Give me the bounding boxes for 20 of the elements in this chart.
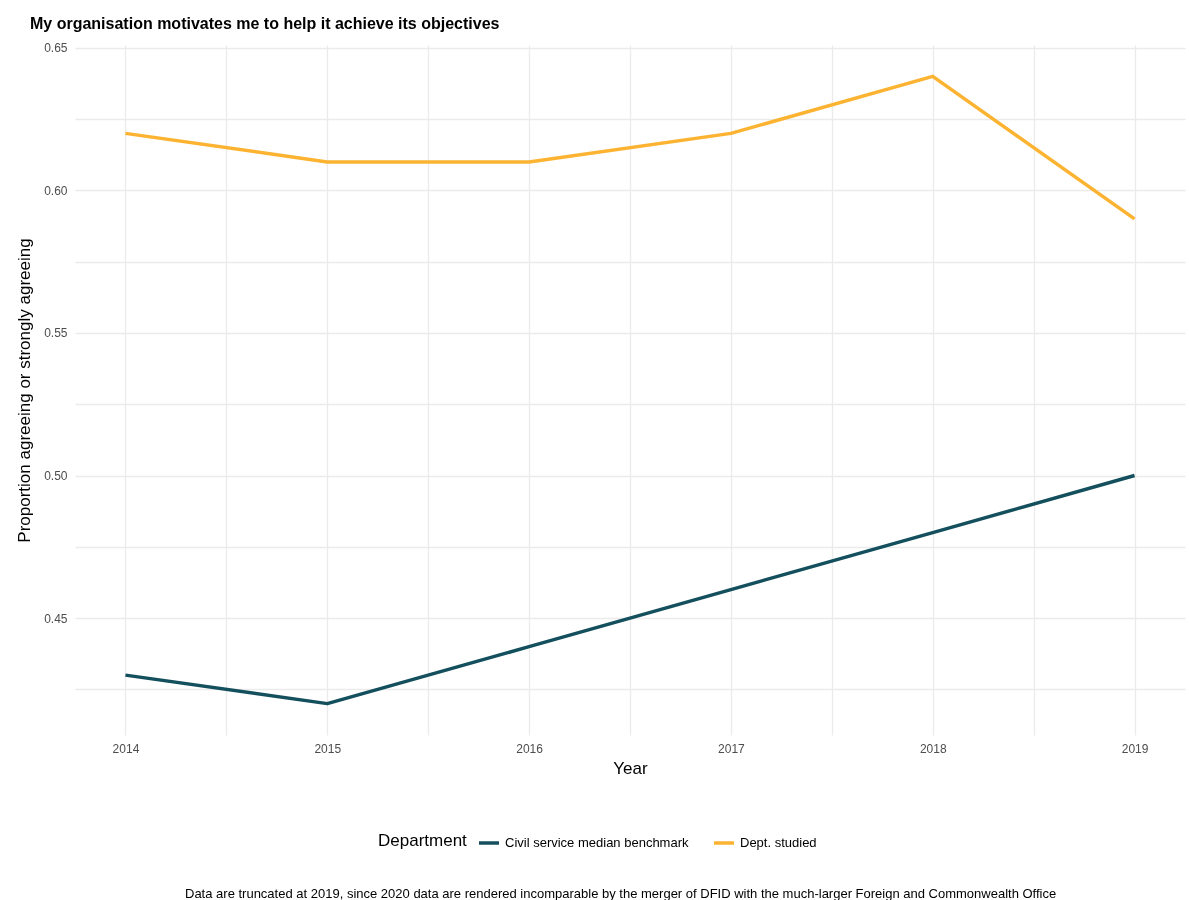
legend-title: Department [378,831,468,850]
y-tick-label: 0.45 [44,611,68,626]
legend-label: Civil service median benchmark [505,835,690,850]
y-axis-title: Proportion agreeing or strongly agreeing [15,238,35,543]
x-tick-label: 2014 [112,741,140,756]
x-axis-title: Year [613,758,649,778]
line-series [123,74,1137,221]
y-tick-label: 0.55 [44,326,68,341]
x-tick-label: 2016 [516,741,544,756]
x-tick-label: 2015 [314,741,342,756]
chart-title: My organisation motivates me to help it achieve its objectives [30,14,500,32]
legend-label: Dept. studied [740,835,817,850]
text: Data are truncated at 2019, since 2020 data are rendered incomparable by the merger of DFID with the much-larger Foreign and Commonwealth Office [185,886,1058,900]
x-tick-label: 2017 [718,741,746,756]
line-series [123,473,1137,706]
y-tick-label: 0.65 [44,41,68,56]
y-tick-label: 0.50 [44,469,68,484]
x-tick-label: 2018 [919,741,947,756]
y-tick-label: 0.60 [44,183,68,198]
x-tick-label: 2019 [1121,741,1149,756]
